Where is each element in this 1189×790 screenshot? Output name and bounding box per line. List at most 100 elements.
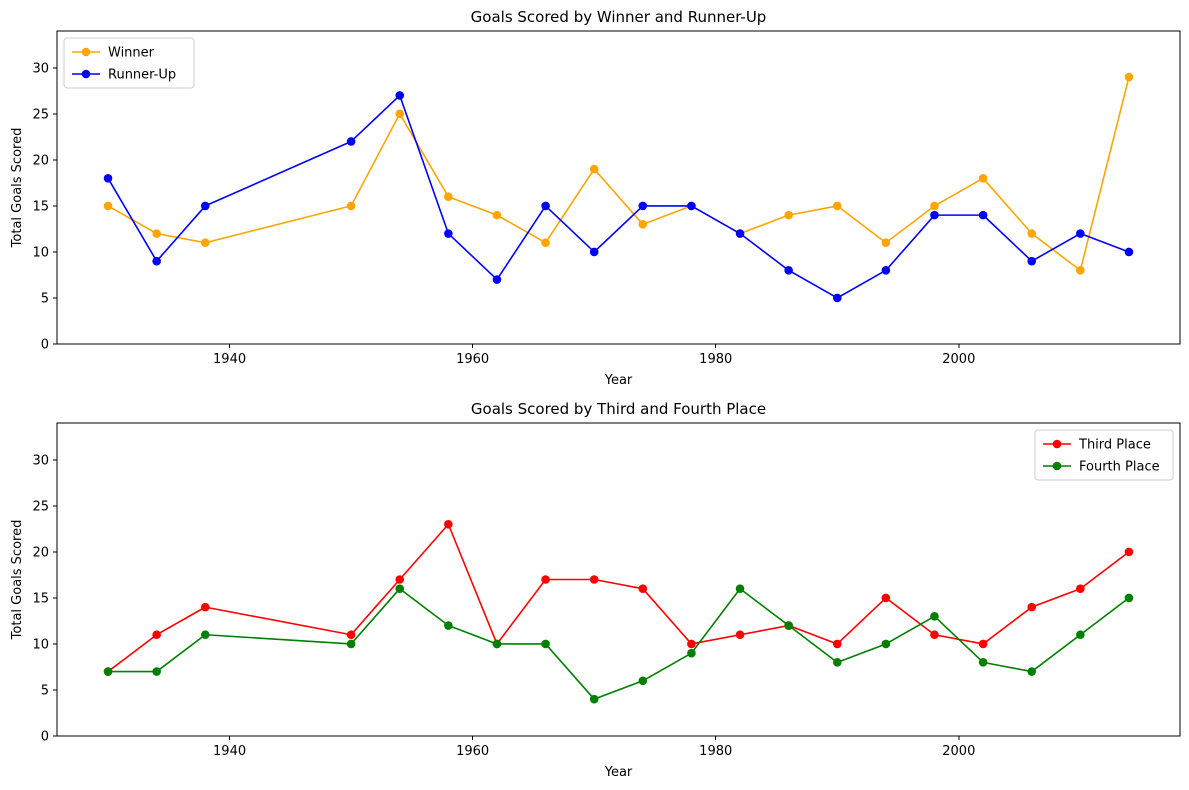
series-line-runner-up: [107, 94, 1130, 299]
data-point: [395, 91, 405, 100]
data-point: [978, 210, 988, 220]
data-point: [589, 694, 599, 704]
data-point: [687, 201, 696, 211]
data-point: [444, 519, 453, 529]
data-point: [832, 201, 842, 211]
y-tick-label: 10: [32, 245, 49, 260]
data-point: [152, 630, 161, 640]
data-point: [103, 173, 113, 183]
x-tick-label: 1980: [699, 352, 732, 367]
x-tick-label: 2000: [942, 352, 975, 367]
x-axis-label: Year: [604, 765, 633, 780]
data-point: [200, 201, 210, 211]
y-tick-label: 20: [32, 153, 49, 168]
data-point: [735, 584, 745, 594]
x-tick-label: 1960: [456, 744, 489, 759]
data-point: [1124, 72, 1134, 82]
x-tick-label: 1940: [213, 352, 246, 367]
data-point: [1124, 247, 1134, 257]
legend-label: Runner-Up: [108, 68, 176, 83]
data-point: [200, 602, 210, 612]
data-point: [395, 109, 405, 119]
data-point: [978, 658, 988, 667]
series-line-fourth-place: [108, 587, 1130, 700]
legend-marker: [81, 69, 91, 79]
data-point: [589, 247, 599, 257]
legend-label: Winner: [108, 46, 155, 61]
data-point: [444, 621, 453, 630]
data-point: [1027, 667, 1037, 676]
chart-title: Goals Scored by Winner and Runner-Up: [471, 8, 767, 26]
data-point: [881, 266, 891, 275]
data-point: [103, 201, 113, 211]
x-tick-label: 1980: [699, 744, 732, 759]
data-point: [1076, 630, 1085, 640]
x-tick-label: 2000: [942, 744, 975, 759]
data-point: [1027, 256, 1037, 266]
data-point: [832, 639, 842, 649]
data-point: [638, 676, 648, 686]
data-point: [638, 584, 648, 594]
series-line-winner: [107, 76, 1130, 272]
data-point: [784, 210, 793, 220]
data-point: [735, 630, 745, 640]
data-point: [1027, 602, 1037, 612]
data-point: [881, 593, 891, 603]
y-tick-label: 30: [32, 453, 49, 468]
data-point: [152, 229, 161, 238]
data-point: [832, 293, 842, 303]
chart-third-fourth-place: Goals Scored by Third and Fourth Place Y…: [10, 400, 1181, 780]
y-tick-label: 15: [32, 199, 49, 214]
data-point: [1076, 266, 1085, 275]
legend: [1034, 429, 1174, 481]
data-point: [881, 238, 891, 248]
data-point: [687, 648, 696, 658]
data-point: [444, 229, 453, 238]
data-point: [492, 210, 502, 220]
plot-frame: [56, 422, 1181, 737]
data-point: [930, 201, 939, 211]
chart-title: Goals Scored by Third and Fourth Place: [471, 400, 766, 418]
x-tick-label: 1940: [213, 744, 246, 759]
series-line-third-place: [107, 523, 1130, 673]
y-axis-label: Total Goals Scored: [10, 128, 25, 249]
data-point: [638, 220, 648, 229]
data-point: [1076, 229, 1085, 238]
data-point: [881, 639, 891, 649]
y-tick-label: 5: [41, 683, 49, 698]
data-point: [930, 630, 939, 640]
data-point: [103, 667, 113, 676]
data-point: [978, 639, 988, 649]
y-tick-label: 0: [41, 338, 49, 353]
x-tick-label: 1960: [456, 352, 489, 367]
data-point: [541, 639, 550, 649]
legend-marker: [81, 47, 91, 57]
data-point: [784, 266, 793, 275]
data-point: [346, 137, 356, 146]
y-axis-label: Total Goals Scored: [10, 520, 25, 641]
y-tick-label: 25: [32, 499, 49, 514]
data-point: [152, 667, 161, 676]
data-point: [541, 238, 550, 248]
data-point: [638, 201, 648, 211]
data-point: [395, 584, 405, 594]
legend-marker: [1052, 439, 1062, 449]
data-point: [346, 639, 356, 649]
data-point: [1027, 229, 1037, 238]
data-point: [492, 275, 502, 284]
data-point: [541, 201, 550, 211]
data-point: [1124, 593, 1134, 603]
legend-label: Third Place: [1078, 438, 1151, 453]
data-point: [930, 612, 939, 621]
data-point: [346, 630, 356, 640]
data-point: [200, 630, 210, 640]
chart-winner-runner-up: Goals Scored by Winner and Runner-Up Yea…: [10, 8, 1181, 388]
y-tick-label: 30: [32, 61, 49, 76]
data-point: [978, 173, 988, 183]
data-point: [152, 256, 161, 266]
y-tick-label: 0: [41, 730, 49, 745]
data-point: [832, 658, 842, 667]
y-tick-label: 15: [32, 591, 49, 606]
y-tick-label: 5: [41, 291, 49, 306]
